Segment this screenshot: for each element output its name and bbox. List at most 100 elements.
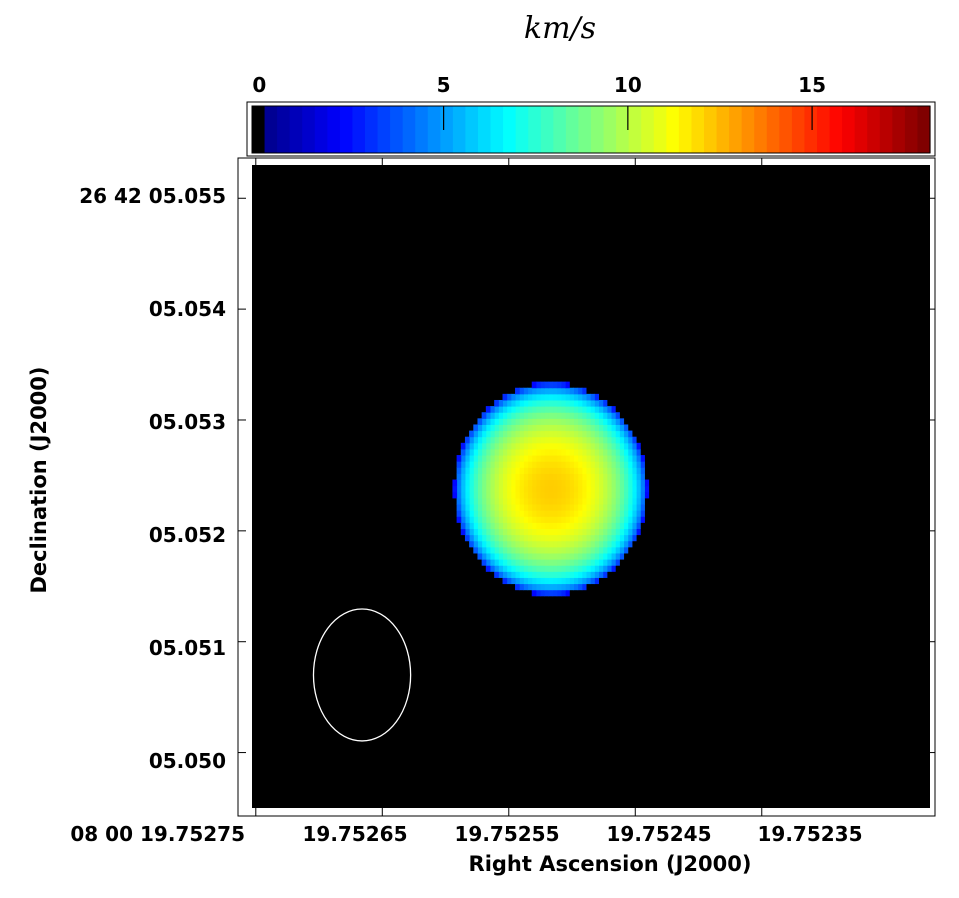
velocity-pixel xyxy=(485,485,491,493)
velocity-pixel xyxy=(456,461,462,468)
velocity-pixel xyxy=(460,504,466,511)
velocity-pixel xyxy=(602,442,608,450)
velocity-pixel xyxy=(602,528,608,536)
velocity-pixel xyxy=(473,540,478,548)
velocity-pixel xyxy=(464,455,470,462)
velocity-pixel xyxy=(569,473,574,481)
velocity-pixel xyxy=(581,430,587,438)
velocity-pixel xyxy=(552,412,558,419)
velocity-pixel xyxy=(560,510,566,517)
velocity-pixel xyxy=(565,393,570,401)
velocity-pixel xyxy=(640,479,645,487)
velocity-pixel xyxy=(523,491,529,499)
velocity-pixel xyxy=(523,430,529,438)
velocity-pixel xyxy=(531,534,537,542)
velocity-pixel xyxy=(590,418,595,425)
velocity-pixel xyxy=(540,387,545,395)
velocity-pixel xyxy=(581,540,587,548)
velocity-pixel xyxy=(560,485,566,493)
velocity-pixel xyxy=(569,442,574,450)
velocity-pixel xyxy=(506,552,512,560)
velocity-pixel xyxy=(569,448,574,456)
velocity-pixel xyxy=(623,448,629,456)
velocity-pixel xyxy=(598,424,604,432)
velocity-pixel xyxy=(577,534,583,542)
velocity-pixel xyxy=(631,467,637,474)
velocity-pixel xyxy=(506,393,512,401)
velocity-pixel xyxy=(636,448,641,456)
velocity-pixel xyxy=(552,399,558,407)
velocity-pixel xyxy=(586,559,591,566)
velocity-pixel xyxy=(594,448,600,456)
velocity-pixel xyxy=(456,516,462,523)
velocity-pixel xyxy=(527,516,533,523)
velocity-pixel xyxy=(586,424,591,432)
velocity-pixel xyxy=(485,552,491,560)
velocity-pixel xyxy=(523,571,529,578)
velocity-pixel xyxy=(527,418,533,425)
velocity-pixel xyxy=(556,540,562,548)
velocity-pixel xyxy=(519,436,524,444)
velocity-pixel xyxy=(560,455,566,462)
velocity-pixel xyxy=(540,479,545,487)
velocity-pixel xyxy=(602,430,608,438)
velocity-pixel xyxy=(615,510,620,517)
velocity-pixel xyxy=(581,522,587,529)
velocity-pixel xyxy=(594,479,600,487)
velocity-pixel xyxy=(531,546,537,554)
velocity-pixel xyxy=(627,540,633,548)
velocity-pixel xyxy=(640,516,645,523)
velocity-pixel xyxy=(535,399,541,407)
velocity-pixel xyxy=(477,540,483,548)
velocity-pixel xyxy=(611,473,616,481)
colorbar-frame xyxy=(246,101,936,157)
velocity-pixel xyxy=(606,552,612,560)
velocity-pixel xyxy=(627,455,633,462)
velocity-pixel xyxy=(464,522,470,529)
velocity-pixel xyxy=(552,565,558,572)
velocity-pixel xyxy=(531,504,537,511)
velocity-pixel xyxy=(531,381,537,389)
velocity-pixel xyxy=(552,516,558,523)
velocity-pixel xyxy=(490,473,495,481)
velocity-pixel xyxy=(615,418,620,425)
velocity-pixel xyxy=(556,546,562,554)
velocity-pixel xyxy=(535,510,541,517)
velocity-pixel xyxy=(523,399,529,407)
velocity-pixel xyxy=(594,510,600,517)
velocity-pixel xyxy=(506,491,512,499)
velocity-pixel xyxy=(565,412,570,419)
velocity-pixel xyxy=(540,418,545,425)
velocity-pixel xyxy=(573,412,579,419)
velocity-pixel xyxy=(586,546,591,554)
velocity-pixel xyxy=(510,534,516,542)
velocity-pixel xyxy=(611,436,616,444)
velocity-pixel xyxy=(481,485,487,493)
velocity-pixel xyxy=(590,559,595,566)
velocity-pixel xyxy=(544,461,549,468)
velocity-pixel xyxy=(506,455,512,462)
velocity-pixel xyxy=(469,473,474,481)
velocity-pixel xyxy=(544,448,549,456)
velocity-pixel xyxy=(552,430,558,438)
velocity-pixel xyxy=(540,491,545,499)
velocity-pixel xyxy=(623,528,629,536)
velocity-pixel xyxy=(494,516,499,523)
velocity-pixel xyxy=(590,497,595,505)
velocity-pixel xyxy=(586,510,591,517)
velocity-pixel xyxy=(531,559,537,566)
x-tick-label: 08 00 19.75275 xyxy=(70,822,245,846)
velocity-pixel xyxy=(548,497,554,505)
velocity-pixel xyxy=(502,552,508,560)
velocity-pixel xyxy=(556,522,562,529)
velocity-pixel xyxy=(556,571,562,578)
velocity-pixel xyxy=(556,552,562,560)
velocity-pixel xyxy=(606,565,612,572)
velocity-pixel xyxy=(527,497,533,505)
colorbar-swatch xyxy=(540,106,554,153)
velocity-pixel xyxy=(594,393,600,401)
velocity-pixel xyxy=(577,565,583,572)
velocity-pixel xyxy=(531,583,537,591)
velocity-pixel xyxy=(498,497,504,505)
velocity-pixel xyxy=(527,412,533,419)
